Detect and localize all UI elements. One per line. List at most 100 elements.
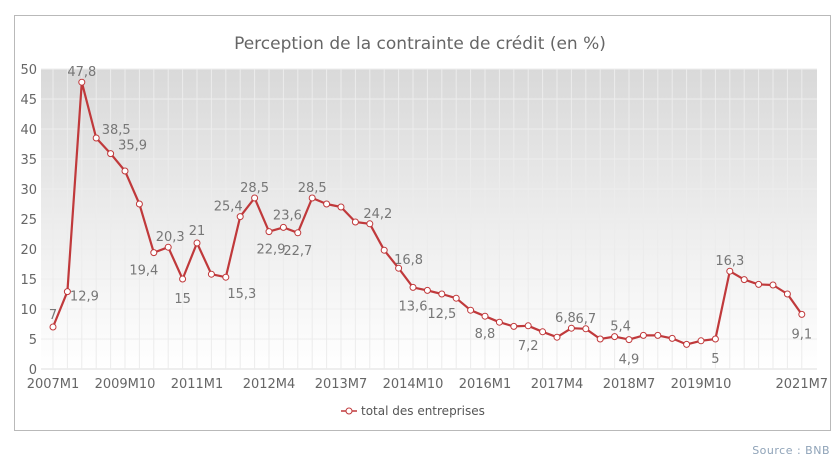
y-tick-label: 10 — [20, 303, 37, 318]
data-label: 16,3 — [715, 254, 744, 269]
data-point — [726, 267, 734, 275]
data-point — [798, 310, 806, 318]
data-point — [236, 213, 244, 221]
legend-marker-icon — [345, 407, 353, 415]
data-point — [164, 243, 172, 251]
data-label: 5 — [711, 352, 719, 367]
x-tick-label: 2007M1 — [27, 377, 80, 392]
data-point — [351, 218, 359, 226]
legend-label: total des entreprises — [361, 404, 485, 418]
data-point — [567, 324, 575, 332]
x-tick-label: 2012M4 — [243, 377, 296, 392]
y-tick-label: 5 — [29, 333, 37, 348]
chart-title: Perception de la contrainte de crédit (e… — [234, 34, 606, 54]
data-point — [467, 306, 475, 314]
data-point — [222, 273, 230, 281]
data-point — [395, 264, 403, 272]
data-label: 6,8 — [555, 311, 576, 326]
data-label: 7,2 — [518, 339, 539, 354]
data-point — [423, 286, 431, 294]
data-label: 21 — [189, 224, 206, 239]
data-point — [755, 280, 763, 288]
data-label: 15 — [174, 292, 191, 307]
data-label: 12,5 — [427, 307, 456, 322]
data-point — [740, 276, 748, 284]
data-point — [78, 78, 86, 86]
data-point — [495, 318, 503, 326]
data-label: 25,4 — [214, 200, 243, 215]
data-point — [63, 288, 71, 296]
data-point — [481, 312, 489, 320]
data-label: 6,7 — [575, 312, 596, 327]
data-label: 24,2 — [363, 207, 392, 222]
x-tick-label: 2017M4 — [531, 377, 584, 392]
data-label: 20,3 — [156, 230, 185, 245]
data-label: 38,5 — [102, 123, 131, 138]
data-point — [380, 246, 388, 254]
x-tick-label: 2021M7 — [776, 377, 829, 392]
data-point — [92, 134, 100, 142]
data-point — [769, 281, 777, 289]
data-point — [193, 239, 201, 247]
data-label: 19,4 — [129, 264, 158, 279]
data-label: 4,9 — [619, 353, 640, 368]
legend: total des entreprises — [341, 404, 485, 418]
data-point — [135, 200, 143, 208]
data-label: 5,4 — [610, 320, 631, 335]
data-label: 12,9 — [70, 290, 99, 305]
y-tick-label: 45 — [20, 93, 37, 108]
data-point — [452, 294, 460, 302]
x-tick-label: 2018M7 — [603, 377, 656, 392]
y-tick-label: 50 — [20, 63, 37, 78]
data-point — [409, 283, 417, 291]
data-point — [668, 334, 676, 342]
data-point — [611, 333, 619, 341]
data-label: 15,3 — [227, 287, 256, 302]
data-point — [438, 290, 446, 298]
data-point — [150, 249, 158, 257]
data-label: 23,6 — [273, 208, 302, 223]
y-tick-label: 0 — [29, 363, 37, 378]
data-label: 28,5 — [298, 181, 327, 196]
source-note: Source : BNB — [752, 444, 830, 457]
data-label: 47,8 — [67, 65, 96, 80]
data-point — [639, 331, 647, 339]
x-tick-label: 2016M1 — [459, 377, 512, 392]
data-point — [294, 229, 302, 237]
data-point — [337, 203, 345, 211]
data-label: 22,9 — [257, 243, 286, 258]
data-point — [596, 335, 604, 343]
x-tick-label: 2014M10 — [383, 377, 444, 392]
line-chart: Perception de la contrainte de crédit (e… — [20, 34, 829, 418]
y-tick-label: 40 — [20, 123, 37, 138]
data-label: 9,1 — [791, 327, 812, 342]
data-point — [323, 200, 331, 208]
data-point — [783, 290, 791, 298]
data-point — [510, 322, 518, 330]
x-tick-label: 2011M1 — [171, 377, 224, 392]
data-point — [582, 325, 590, 333]
data-point — [49, 323, 57, 331]
data-label: 7 — [49, 308, 57, 323]
y-tick-label: 30 — [20, 183, 37, 198]
data-point — [553, 333, 561, 341]
data-point — [107, 150, 115, 158]
data-label: 28,5 — [240, 181, 269, 196]
y-tick-label: 15 — [20, 273, 37, 288]
x-tick-label: 2019M10 — [671, 377, 732, 392]
data-label: 13,6 — [399, 299, 428, 314]
data-point — [179, 275, 187, 283]
x-tick-label: 2013M7 — [315, 377, 368, 392]
data-point — [524, 322, 532, 330]
y-tick-label: 25 — [20, 213, 37, 228]
data-point — [539, 328, 547, 336]
data-point — [654, 331, 662, 339]
data-label: 35,9 — [118, 139, 147, 154]
data-point — [308, 194, 316, 202]
data-point — [683, 340, 691, 348]
x-tick-label: 2009M10 — [95, 377, 156, 392]
data-point — [625, 336, 633, 344]
data-point — [121, 167, 129, 175]
data-point — [366, 220, 374, 228]
data-label: 8,8 — [475, 327, 496, 342]
